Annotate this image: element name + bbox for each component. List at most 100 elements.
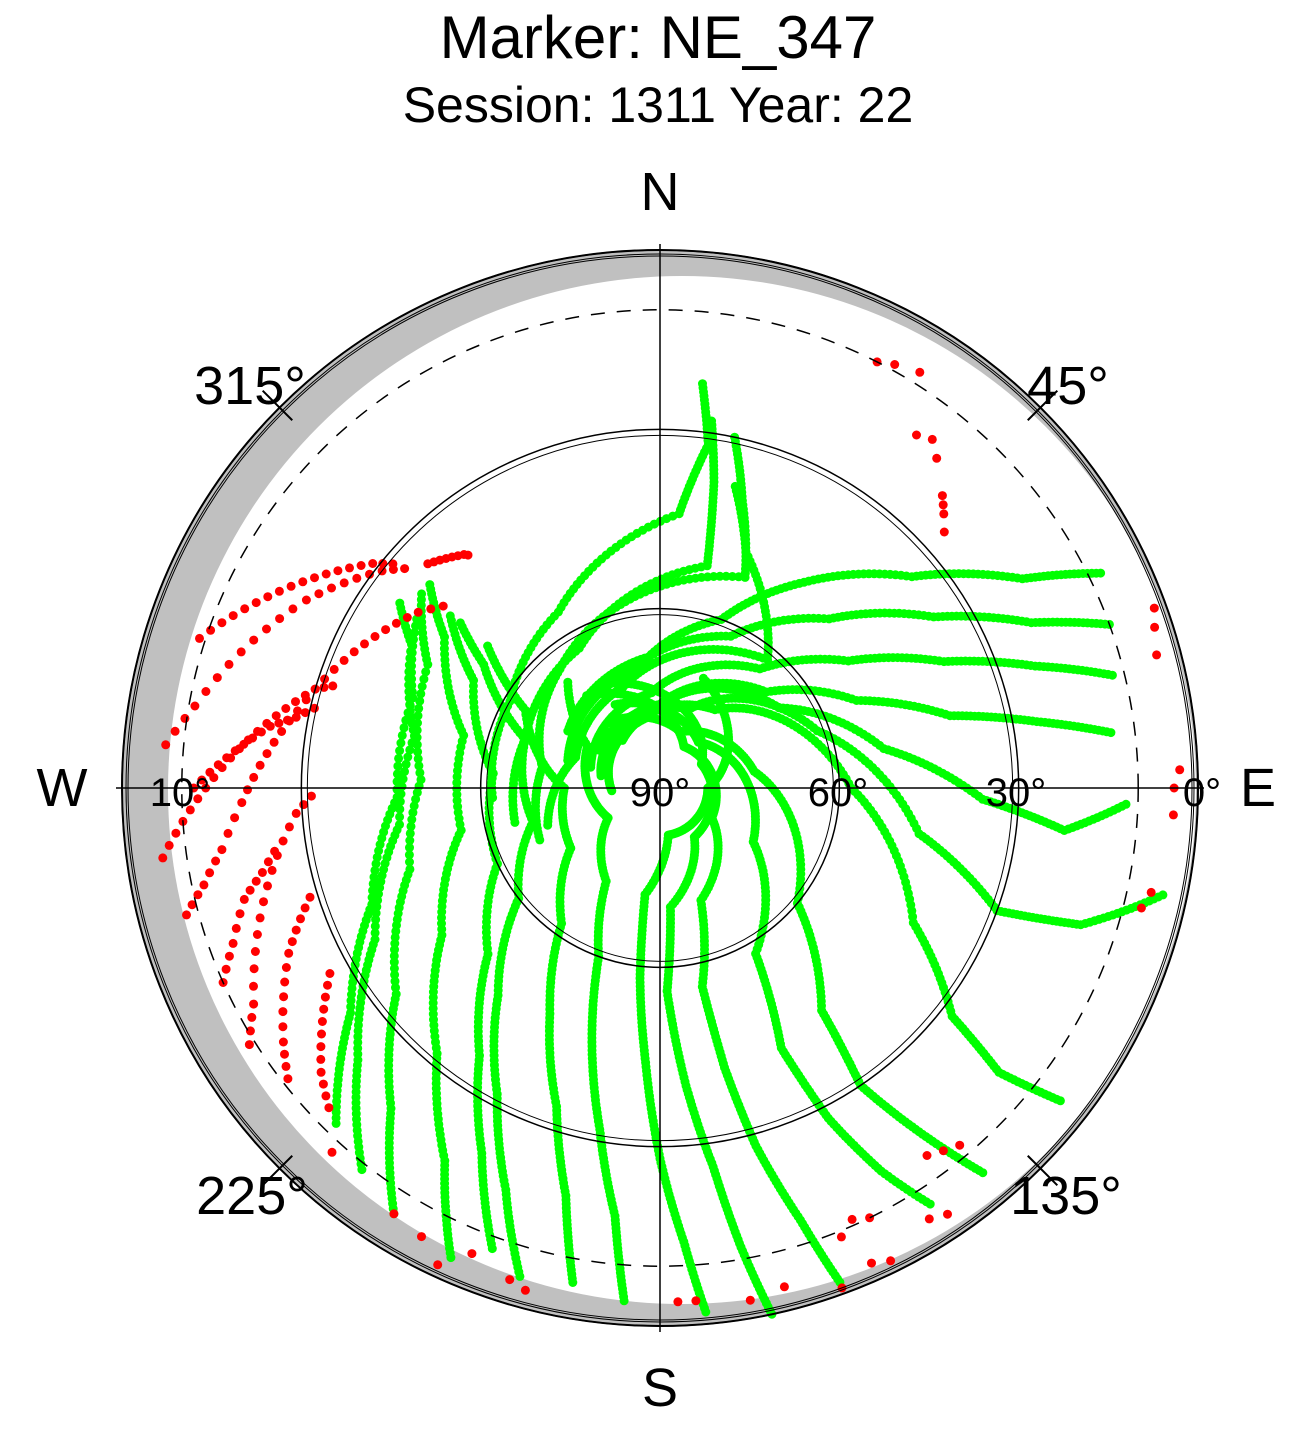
- flagged-cluster-3-point: [170, 726, 180, 736]
- flagged-cluster-8-point: [378, 559, 388, 568]
- flagged-cluster-8-point: [240, 604, 250, 614]
- flagged-cluster-8-point: [251, 598, 261, 608]
- flagged-cluster-2-point: [193, 794, 203, 804]
- flagged-cluster-10-point: [205, 767, 215, 777]
- flagged-point-32: [417, 1232, 426, 1242]
- flagged-point-33: [327, 1147, 337, 1157]
- elevation-label-10: 10°: [150, 771, 211, 815]
- flagged-cluster-8-point: [333, 566, 343, 576]
- flagged-cluster-1-point: [413, 607, 423, 617]
- flagged-cluster-4-point: [299, 800, 309, 810]
- flagged-cluster-2-point: [328, 681, 338, 691]
- flagged-cluster-7-point: [231, 923, 241, 933]
- flagged-cluster-3-point: [275, 614, 285, 624]
- flagged-cluster-8-point: [228, 611, 238, 621]
- track-22-point: [390, 976, 400, 986]
- flagged-cluster-2-point: [291, 697, 300, 707]
- flagged-cluster-5-point: [283, 1074, 293, 1084]
- track-24-point: [368, 886, 378, 896]
- horizon-mask-clear: [168, 276, 1196, 1304]
- flagged-cluster-5-point: [284, 948, 294, 958]
- flagged-point-10: [939, 527, 949, 537]
- flagged-cluster-6-point: [324, 1103, 334, 1113]
- flagged-cluster-5-point: [291, 925, 301, 935]
- track-13-point: [610, 700, 620, 710]
- flagged-cluster-8-point: [286, 581, 296, 591]
- flagged-point-11: [1149, 603, 1159, 613]
- flagged-cluster-5-point: [278, 1022, 288, 1032]
- flagged-point-8: [938, 500, 948, 510]
- horizon-inner-ring: [125, 253, 1195, 1323]
- track-20-point: [445, 611, 455, 621]
- flagged-cluster-4-point: [250, 947, 260, 956]
- flagged-cluster-9-point: [463, 550, 473, 560]
- track-22-point: [391, 983, 400, 993]
- track-24-point: [367, 893, 377, 902]
- track-24-point: [393, 761, 403, 771]
- flagged-cluster-3-point: [249, 635, 259, 645]
- track-3-point: [535, 835, 545, 845]
- flagged-cluster-5-point: [278, 1007, 288, 1017]
- track-22-point: [413, 711, 423, 721]
- flagged-cluster-5-point: [281, 963, 291, 972]
- flagged-cluster-8-point: [356, 561, 366, 570]
- track-24-point: [399, 723, 409, 733]
- flagged-cluster-5-point: [279, 992, 289, 1002]
- azimuth-label-135: 135°: [1010, 1166, 1122, 1226]
- flagged-cluster-7-point: [221, 964, 231, 974]
- elevation-label-60: 60°: [808, 771, 869, 815]
- track-22-point: [415, 768, 425, 778]
- track-22-point: [405, 836, 415, 845]
- track-22-point: [416, 689, 426, 699]
- compass-west-label: W: [37, 758, 88, 818]
- flagged-cluster-2-point: [171, 828, 181, 838]
- flagged-cluster-8-point: [195, 633, 204, 643]
- flagged-cluster-10-point: [248, 733, 258, 743]
- track-4-point: [543, 820, 553, 830]
- track-22-point: [407, 815, 417, 824]
- flagged-point-9: [939, 509, 949, 519]
- flagged-cluster-3-point: [301, 595, 311, 605]
- flagged-cluster-10-point: [230, 746, 240, 756]
- flagged-cluster-1-point: [230, 813, 240, 823]
- flagged-cluster-5-point: [287, 937, 297, 947]
- flagged-cluster-4-point: [249, 999, 259, 1009]
- track-10-point: [594, 745, 604, 755]
- flagged-cluster-3-point: [400, 564, 410, 574]
- flagged-point-16: [1168, 810, 1178, 820]
- track-22-point: [416, 775, 426, 785]
- flagged-point-36: [938, 1146, 948, 1156]
- azimuth-tick-45: [1027, 389, 1059, 421]
- flagged-cluster-5-point: [296, 914, 305, 924]
- flagged-point-6: [932, 453, 942, 463]
- track-11-point: [617, 735, 627, 745]
- track-24-point: [407, 648, 417, 658]
- flagged-cluster-6-point: [316, 1042, 326, 1052]
- flagged-cluster-3-point: [314, 589, 324, 599]
- flagged-cluster-4-point: [306, 791, 316, 801]
- flagged-point-34: [467, 1249, 477, 1259]
- flagged-point-37: [922, 1151, 932, 1160]
- flagged-cluster-10-point: [283, 715, 292, 725]
- flagged-cluster-3-point: [236, 647, 246, 657]
- track-22-point: [404, 850, 414, 860]
- track-24-point: [395, 746, 405, 756]
- track-19-point: [455, 618, 465, 628]
- chart-subtitle: Session: 1311 Year: 22: [402, 77, 914, 133]
- flagged-cluster-1-point: [381, 625, 391, 635]
- flagged-point-26: [691, 1296, 701, 1306]
- flagged-point-18: [1136, 903, 1146, 913]
- compass-east-label: E: [1240, 758, 1276, 818]
- flagged-cluster-1-point: [391, 618, 401, 628]
- track-24-point: [407, 661, 416, 671]
- flagged-cluster-3-point: [352, 573, 362, 583]
- flagged-cluster-8-point: [388, 559, 398, 569]
- track-22-point: [405, 828, 415, 838]
- flagged-point-40: [836, 1232, 846, 1242]
- track-23-point: [370, 935, 380, 944]
- flagged-cluster-7-point: [251, 876, 261, 886]
- flagged-point-38: [865, 1213, 875, 1223]
- track-22-point: [421, 667, 431, 677]
- flagged-cluster-6-point: [317, 1029, 326, 1039]
